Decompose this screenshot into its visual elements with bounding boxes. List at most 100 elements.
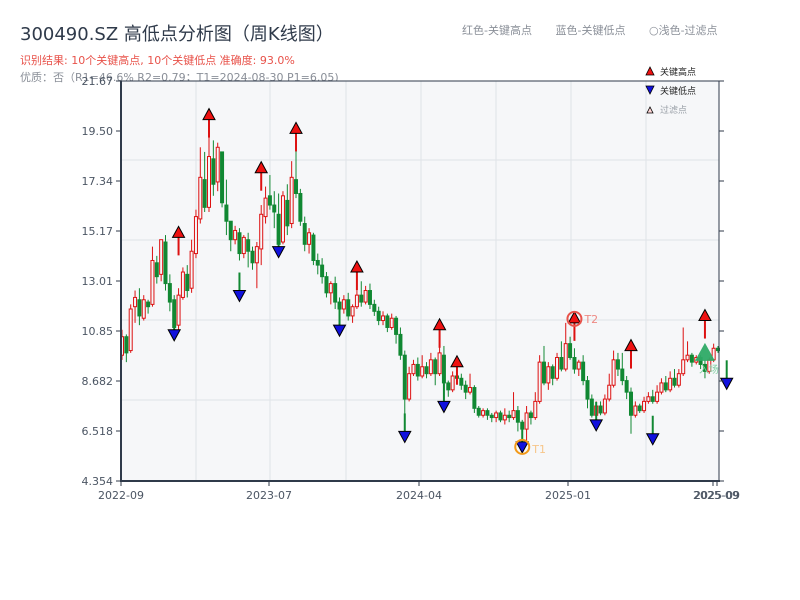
- key-high-icon: [254, 160, 269, 174]
- candle-down: [224, 204, 229, 222]
- y-tick-label: 10.85: [82, 325, 114, 338]
- chart-title: 300490.SZ 高低点分析图（周K线图）: [20, 24, 334, 45]
- key-low-icon: [437, 400, 451, 414]
- x-tick-label: 2023-07: [246, 489, 292, 502]
- candle-up: [494, 412, 499, 419]
- candle-down: [663, 382, 668, 391]
- candle-down: [250, 250, 255, 264]
- candle-down: [315, 259, 320, 266]
- candle-up: [437, 352, 442, 375]
- candle-up: [468, 387, 473, 393]
- candle-down: [550, 366, 555, 379]
- t2-ring-icon: [566, 310, 583, 327]
- candle-down: [302, 223, 307, 245]
- candle-up: [141, 299, 146, 319]
- key-low-icon: [719, 377, 734, 391]
- candle-up: [189, 250, 194, 289]
- candle-up: [642, 400, 647, 412]
- candle-down: [220, 151, 225, 204]
- candle-down: [689, 354, 694, 363]
- candle-down: [672, 377, 677, 386]
- x-tick-label: 2024-04: [396, 489, 442, 502]
- key-high-icon: [698, 308, 712, 322]
- key-high-icon: [202, 107, 216, 121]
- candle-down: [441, 354, 446, 384]
- candle-up: [363, 290, 368, 303]
- candle-up: [289, 176, 294, 225]
- candle-down: [267, 195, 272, 206]
- candle-down: [472, 387, 477, 409]
- key-low-icon: [232, 290, 247, 303]
- candle-down: [398, 333, 403, 356]
- candle-up: [502, 414, 507, 421]
- x-tick-label: 2025-09: [694, 489, 740, 502]
- candle-up: [668, 377, 673, 391]
- candle-up: [546, 366, 551, 384]
- candle-up: [341, 299, 346, 310]
- candle-up: [259, 213, 264, 250]
- candle-up: [420, 366, 425, 377]
- candle-down: [507, 414, 512, 419]
- candle-up: [159, 239, 164, 275]
- candle-up: [280, 195, 285, 243]
- candle-down: [211, 158, 216, 185]
- candle-down: [237, 232, 242, 255]
- legend-light-text: ○浅色-过滤点: [648, 24, 718, 37]
- candle-down: [598, 405, 603, 414]
- candle-down: [385, 315, 390, 328]
- candle-down: [320, 264, 325, 278]
- key-low-icon: [397, 430, 412, 444]
- candle-down: [246, 239, 251, 252]
- candle-down: [294, 179, 299, 194]
- annotations: T1 T2 入场: [514, 310, 719, 456]
- candle-down: [589, 398, 594, 416]
- key-low-icon: [589, 419, 604, 432]
- candle-down: [137, 299, 142, 317]
- candle-down: [163, 241, 168, 285]
- candle-up: [307, 232, 312, 245]
- key-high-icon: [450, 354, 464, 368]
- candle-up: [381, 315, 386, 322]
- t2-label: T2: [583, 313, 598, 326]
- candle-down: [202, 179, 207, 208]
- candle-up: [328, 283, 333, 294]
- candle-down: [228, 220, 233, 241]
- candle-down: [650, 396, 655, 402]
- candle-up: [254, 246, 259, 264]
- candle-up: [241, 236, 246, 255]
- candle-up: [128, 308, 133, 352]
- candle-down: [146, 301, 151, 308]
- y-tick-label: 8.682: [82, 375, 114, 388]
- candle-down: [185, 273, 190, 292]
- candle-up: [350, 306, 355, 317]
- key-high-icon: [171, 225, 186, 238]
- candle-up: [676, 373, 681, 386]
- y-tick-label: 4.354: [82, 475, 114, 488]
- y-tick-label: 17.34: [82, 175, 114, 188]
- key-high-icon: [567, 310, 582, 324]
- candle-down: [628, 391, 633, 416]
- candle-up: [655, 391, 660, 402]
- candle-down: [585, 380, 590, 400]
- candle-up: [537, 361, 542, 402]
- legend-low-icon: [645, 85, 655, 95]
- key-low-icon: [515, 441, 530, 454]
- legend-high-icon: [645, 66, 655, 76]
- t1-ring-icon: [514, 438, 531, 455]
- candle-up: [646, 396, 651, 402]
- plot-area: [121, 81, 719, 481]
- candle-down: [624, 380, 629, 393]
- y-tick-label: 13.01: [82, 275, 114, 288]
- candle-down: [446, 382, 451, 391]
- candle-up: [685, 354, 690, 361]
- candle-up: [411, 363, 416, 375]
- key-low-icon: [167, 329, 182, 342]
- candle-up: [215, 146, 220, 183]
- x-tick-label-overlap: 2025-09: [693, 489, 739, 502]
- candle-down: [272, 204, 277, 213]
- candle-down: [324, 276, 329, 294]
- x-tick-label: 2022-09: [98, 489, 144, 502]
- candle-down: [459, 377, 464, 386]
